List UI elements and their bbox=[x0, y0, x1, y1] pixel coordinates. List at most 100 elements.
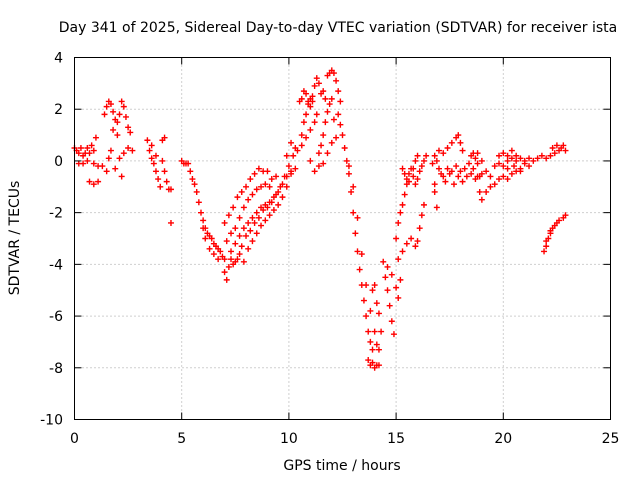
data-point bbox=[429, 160, 436, 167]
data-point bbox=[118, 98, 125, 105]
data-point bbox=[221, 256, 228, 263]
data-point bbox=[298, 132, 305, 139]
data-point bbox=[307, 103, 314, 110]
data-point bbox=[285, 163, 292, 170]
x-tick-label: 10 bbox=[280, 431, 298, 447]
data-point bbox=[238, 188, 245, 195]
data-point bbox=[161, 134, 168, 141]
data-point bbox=[275, 201, 282, 208]
data-point bbox=[412, 181, 419, 188]
data-point bbox=[399, 165, 406, 172]
data-point bbox=[551, 150, 558, 157]
data-point bbox=[268, 199, 275, 206]
data-point bbox=[266, 212, 273, 219]
data-point bbox=[103, 103, 110, 110]
data-point bbox=[152, 152, 159, 159]
data-point bbox=[313, 111, 320, 118]
data-point bbox=[508, 155, 515, 162]
data-point bbox=[455, 132, 462, 139]
data-point bbox=[457, 168, 464, 175]
data-point bbox=[264, 204, 271, 211]
data-point bbox=[491, 181, 498, 188]
data-point bbox=[99, 163, 106, 170]
data-point bbox=[343, 157, 350, 164]
data-point bbox=[103, 168, 110, 175]
data-point bbox=[463, 173, 470, 180]
y-tick-label: -2 bbox=[49, 206, 63, 222]
data-point bbox=[354, 248, 361, 255]
data-point bbox=[442, 178, 449, 185]
data-point bbox=[240, 204, 247, 211]
data-point bbox=[298, 95, 305, 102]
data-point bbox=[294, 147, 301, 154]
data-point bbox=[148, 142, 155, 149]
data-point bbox=[448, 139, 455, 146]
data-point bbox=[453, 163, 460, 170]
data-point bbox=[313, 75, 320, 82]
data-point bbox=[112, 165, 119, 172]
data-point bbox=[474, 173, 481, 180]
data-point bbox=[260, 207, 267, 214]
data-point bbox=[127, 129, 134, 136]
data-point bbox=[483, 188, 490, 195]
data-point bbox=[416, 168, 423, 175]
data-point bbox=[478, 196, 485, 203]
data-point bbox=[403, 240, 410, 247]
data-point bbox=[228, 256, 235, 263]
data-point bbox=[200, 225, 207, 232]
data-point bbox=[373, 300, 380, 307]
data-point bbox=[549, 145, 556, 151]
data-point bbox=[208, 235, 215, 242]
data-point bbox=[363, 313, 370, 320]
data-point bbox=[365, 328, 372, 335]
data-point bbox=[290, 152, 297, 159]
data-point bbox=[311, 82, 318, 89]
data-point bbox=[283, 183, 290, 190]
data-point bbox=[420, 201, 427, 208]
data-point bbox=[90, 181, 97, 188]
plot-frame bbox=[74, 57, 611, 420]
data-point bbox=[455, 173, 462, 180]
data-point bbox=[245, 196, 252, 203]
data-point bbox=[560, 142, 567, 149]
data-point bbox=[243, 183, 250, 190]
data-point bbox=[236, 251, 243, 258]
data-point bbox=[369, 359, 376, 366]
data-point bbox=[320, 88, 327, 95]
data-point bbox=[277, 183, 284, 190]
y-tick-label: -8 bbox=[49, 361, 63, 377]
data-point bbox=[122, 113, 129, 120]
data-point bbox=[228, 248, 235, 255]
data-point bbox=[232, 225, 239, 232]
data-point bbox=[118, 173, 125, 180]
data-point bbox=[395, 219, 402, 226]
data-point bbox=[311, 119, 318, 126]
data-point bbox=[541, 248, 548, 255]
data-point bbox=[292, 165, 299, 172]
data-point bbox=[90, 160, 97, 167]
data-point bbox=[251, 170, 258, 177]
data-point bbox=[418, 163, 425, 170]
data-point bbox=[114, 119, 121, 126]
data-point bbox=[399, 201, 406, 208]
data-point bbox=[365, 357, 372, 364]
data-point bbox=[397, 276, 404, 283]
data-point bbox=[470, 165, 477, 172]
data-point bbox=[232, 240, 239, 247]
y-tick-label: -4 bbox=[49, 257, 63, 273]
data-point bbox=[288, 170, 295, 177]
data-point bbox=[167, 186, 174, 193]
data-point bbox=[77, 145, 84, 151]
data-point bbox=[187, 168, 194, 175]
data-point bbox=[328, 95, 335, 102]
data-point bbox=[125, 124, 132, 131]
data-point bbox=[243, 232, 250, 239]
data-point bbox=[223, 276, 230, 283]
data-point bbox=[547, 152, 554, 159]
data-point bbox=[90, 147, 97, 154]
y-tick-label: 2 bbox=[54, 102, 63, 118]
data-point bbox=[152, 168, 159, 175]
x-tick-labels: 0 5 10 15 20 25 bbox=[70, 431, 619, 447]
data-point bbox=[281, 173, 288, 180]
data-point bbox=[468, 170, 475, 177]
